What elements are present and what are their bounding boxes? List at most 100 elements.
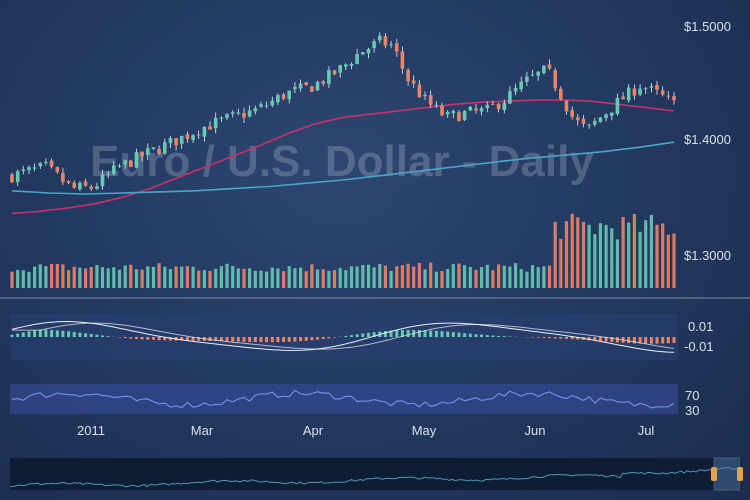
macd-histogram-bar xyxy=(372,332,376,337)
volume-bar xyxy=(293,268,297,288)
candlestick xyxy=(525,71,529,87)
volume-bar xyxy=(231,266,235,288)
volume-bar xyxy=(33,266,37,288)
candle-body xyxy=(649,86,654,88)
macd-histogram-bar xyxy=(123,337,127,338)
candle-body xyxy=(542,65,546,74)
macd-histogram-bar xyxy=(508,336,512,337)
candle-body xyxy=(38,162,43,167)
x-tick-label: Apr xyxy=(303,423,324,438)
candle-body xyxy=(230,112,235,114)
volume-bar xyxy=(564,221,569,288)
candle-body xyxy=(270,100,275,106)
volume-bar xyxy=(214,268,218,288)
candle-body xyxy=(366,49,371,54)
volume-bar xyxy=(78,267,82,288)
candlestick xyxy=(400,46,405,74)
volume-bar xyxy=(485,264,489,288)
candle-body xyxy=(468,106,473,111)
candle-body xyxy=(638,88,642,95)
volume-bar xyxy=(661,223,665,288)
candlestick xyxy=(666,91,671,100)
candle-body xyxy=(287,90,291,100)
candlestick xyxy=(287,90,291,104)
volume-bar xyxy=(100,267,105,288)
macd-histogram-bar xyxy=(242,337,246,342)
volume-bar xyxy=(570,213,574,288)
candlestick xyxy=(462,110,467,121)
candle-body xyxy=(587,124,591,126)
volume-bar xyxy=(536,267,540,288)
candlestick xyxy=(179,135,184,149)
volume-bar xyxy=(84,268,88,288)
macd-histogram-bar xyxy=(89,334,93,337)
candlestick xyxy=(423,91,427,100)
volume-bar xyxy=(27,271,31,288)
volume-bar xyxy=(468,266,472,288)
candlestick xyxy=(559,86,563,101)
volume-bar xyxy=(581,221,586,288)
candle-body xyxy=(219,117,224,119)
candle-body xyxy=(434,104,439,106)
candlestick xyxy=(638,84,642,97)
candlestick xyxy=(457,110,461,122)
candle-body xyxy=(553,70,557,89)
macd-histogram-bar xyxy=(485,335,489,337)
macd-histogram-bar xyxy=(16,333,20,337)
volume-bar xyxy=(287,266,291,288)
candlestick xyxy=(411,75,416,88)
candle-body xyxy=(66,180,71,183)
candlestick xyxy=(615,93,620,116)
candle-body xyxy=(117,165,122,167)
macd-histogram-bar xyxy=(327,337,331,339)
volume-bar xyxy=(134,269,139,288)
candle-body xyxy=(89,186,93,189)
navigator-handle-left xyxy=(711,467,717,481)
candle-body xyxy=(129,160,133,167)
macd-histogram-bar xyxy=(576,337,580,340)
candle-body xyxy=(445,112,450,115)
candlestick xyxy=(140,151,144,162)
macd-histogram-bar xyxy=(672,337,676,343)
candlestick xyxy=(604,113,608,122)
volume-bar xyxy=(157,263,161,288)
volume-bar xyxy=(349,266,354,288)
volume-bar xyxy=(55,263,59,288)
candlestick xyxy=(445,110,450,118)
volume-bar xyxy=(259,270,263,288)
rsi-tick-label: 30 xyxy=(685,403,699,418)
x-tick-label: Mar xyxy=(191,423,214,438)
candle-body xyxy=(660,90,665,95)
volume-bar xyxy=(50,264,54,288)
volume-bar xyxy=(21,270,25,288)
macd-histogram-bar xyxy=(497,335,501,337)
candle-body xyxy=(610,112,614,116)
candle-body xyxy=(15,171,20,182)
candle-body xyxy=(615,98,620,114)
candle-body xyxy=(598,117,603,123)
macd-histogram-bar xyxy=(417,330,421,337)
volume-bar xyxy=(395,266,399,288)
volume-bar xyxy=(593,234,597,288)
candle-body xyxy=(395,43,399,52)
candle-body xyxy=(513,87,518,92)
macd-histogram-bar xyxy=(197,337,201,341)
macd-histogram-bar xyxy=(593,337,597,341)
volume-bars xyxy=(10,213,676,288)
volume-bar xyxy=(666,234,670,288)
candlestick xyxy=(378,32,382,44)
volume-bar xyxy=(547,265,552,288)
macd-histogram-bar xyxy=(248,337,252,342)
macd-histogram-bar xyxy=(344,335,348,337)
candlestick xyxy=(219,116,224,123)
macd-histogram-bar xyxy=(84,333,88,337)
macd-histogram-bar xyxy=(129,337,133,339)
candle-body xyxy=(547,64,552,69)
range-navigator[interactable] xyxy=(9,457,743,491)
volume-bar xyxy=(361,265,365,288)
volume-bar xyxy=(208,270,212,288)
candlestick xyxy=(355,48,359,65)
candlestick xyxy=(581,114,586,128)
candlestick xyxy=(21,165,26,175)
macd-histogram-bar xyxy=(61,330,65,337)
